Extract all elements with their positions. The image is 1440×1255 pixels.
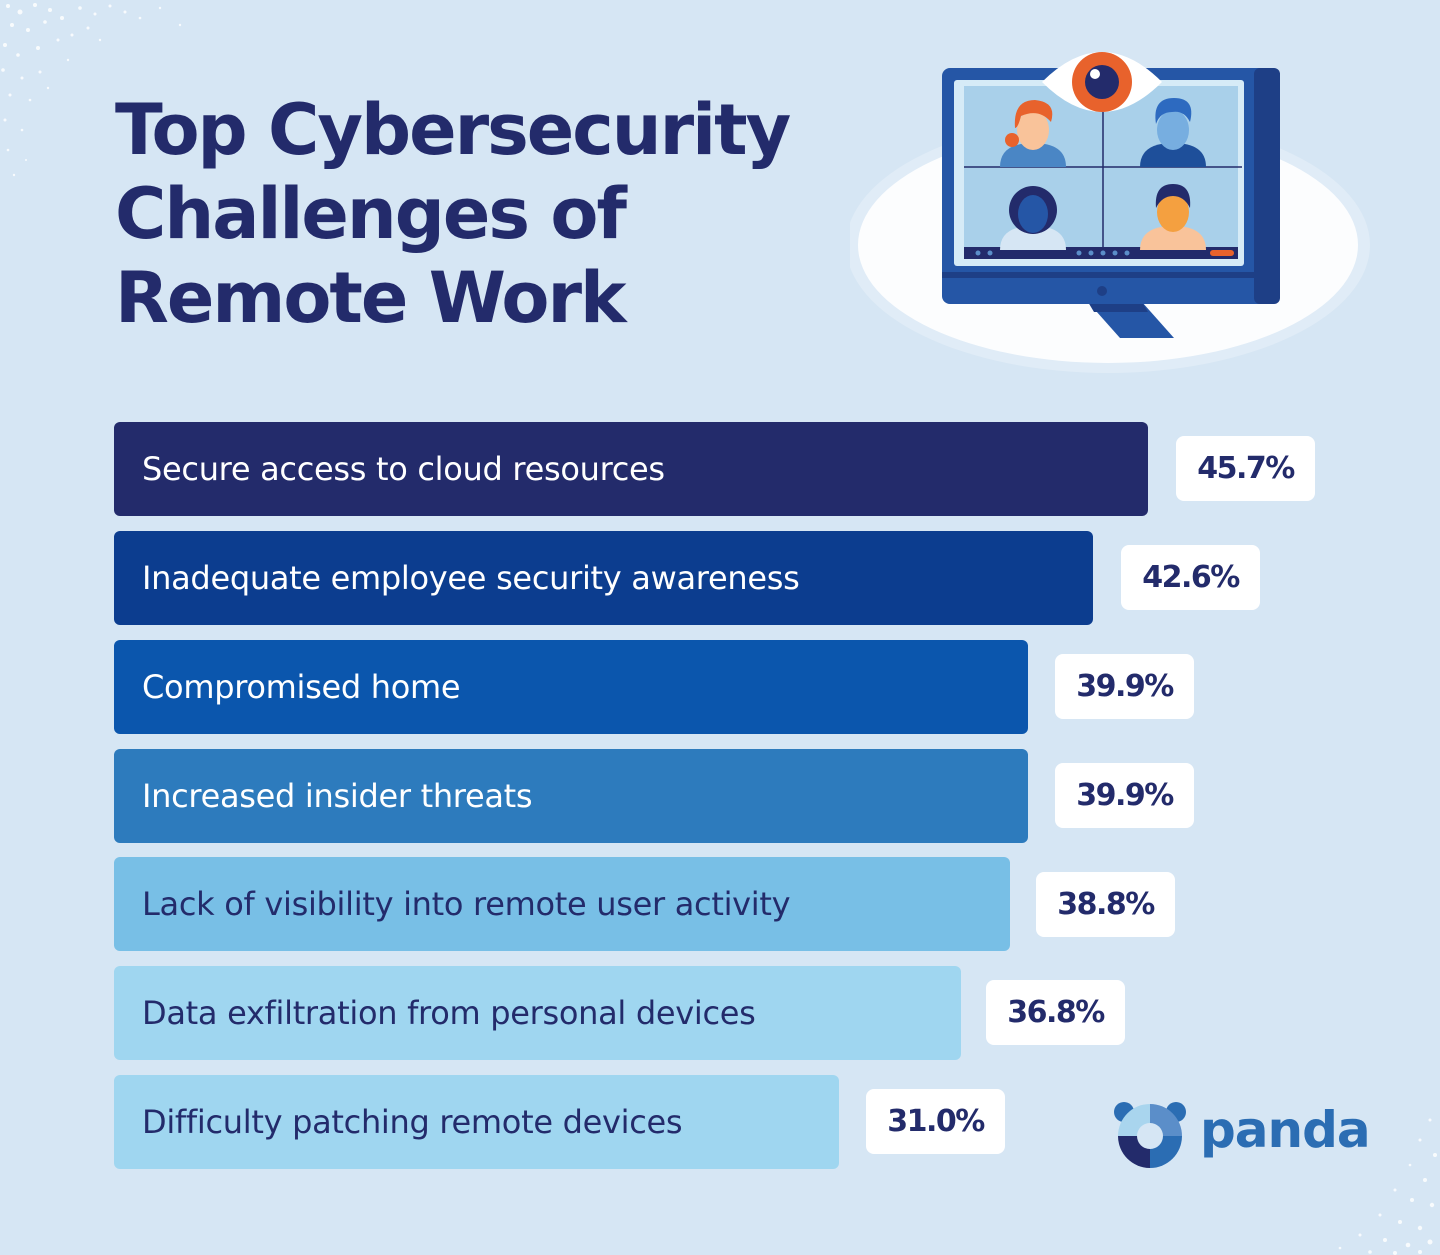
monitor-video-call-illustration (850, 52, 1370, 373)
value-badge: 39.9% (1055, 763, 1194, 828)
panda-logo-icon (1114, 1102, 1186, 1168)
bar-compromised-home: Compromised home (114, 640, 1028, 734)
bar-label: Lack of visibility into remote user acti… (142, 885, 791, 923)
bar-insider-threats: Increased insider threats (114, 749, 1028, 843)
title-line-1: Top Cybersecurity (115, 89, 791, 171)
bar-label: Increased insider threats (142, 777, 533, 815)
value-badge: 38.8% (1036, 872, 1175, 937)
value-badge: 42.6% (1121, 545, 1260, 610)
bar-visibility-remote-activity: Lack of visibility into remote user acti… (114, 857, 1010, 951)
participant-2 (1140, 98, 1206, 167)
bar-label: Data exfiltration from personal devices (142, 994, 756, 1032)
page-title: Top Cybersecurity Challenges of Remote W… (115, 88, 875, 340)
participant-1 (1000, 100, 1066, 167)
surveillance-eye-icon (1042, 52, 1162, 112)
bar-data-exfiltration: Data exfiltration from personal devices (114, 966, 961, 1060)
bar-patching-remote-devices: Difficulty patching remote devices (114, 1075, 839, 1169)
participant-3 (1000, 186, 1066, 250)
value-badge: 31.0% (866, 1089, 1005, 1154)
panda-logo-text: panda (1200, 1101, 1371, 1159)
title-line-3: Remote Work (115, 257, 627, 339)
participant-4 (1140, 184, 1206, 250)
panda-logo: panda (1112, 1098, 1371, 1168)
bar-employee-awareness: Inadequate employee security awareness (114, 531, 1093, 625)
bar-label: Inadequate employee security awareness (142, 559, 800, 597)
value-badge: 45.7% (1176, 436, 1315, 501)
monitor-power-dot (1097, 286, 1107, 296)
bar-label: Compromised home (142, 668, 461, 706)
value-badge: 39.9% (1055, 654, 1194, 719)
value-badge: 36.8% (986, 980, 1125, 1045)
bar-label: Difficulty patching remote devices (142, 1103, 683, 1141)
bar-label: Secure access to cloud resources (142, 450, 665, 488)
bar-secure-access-cloud: Secure access to cloud resources (114, 422, 1148, 516)
title-line-2: Challenges of (115, 173, 627, 255)
